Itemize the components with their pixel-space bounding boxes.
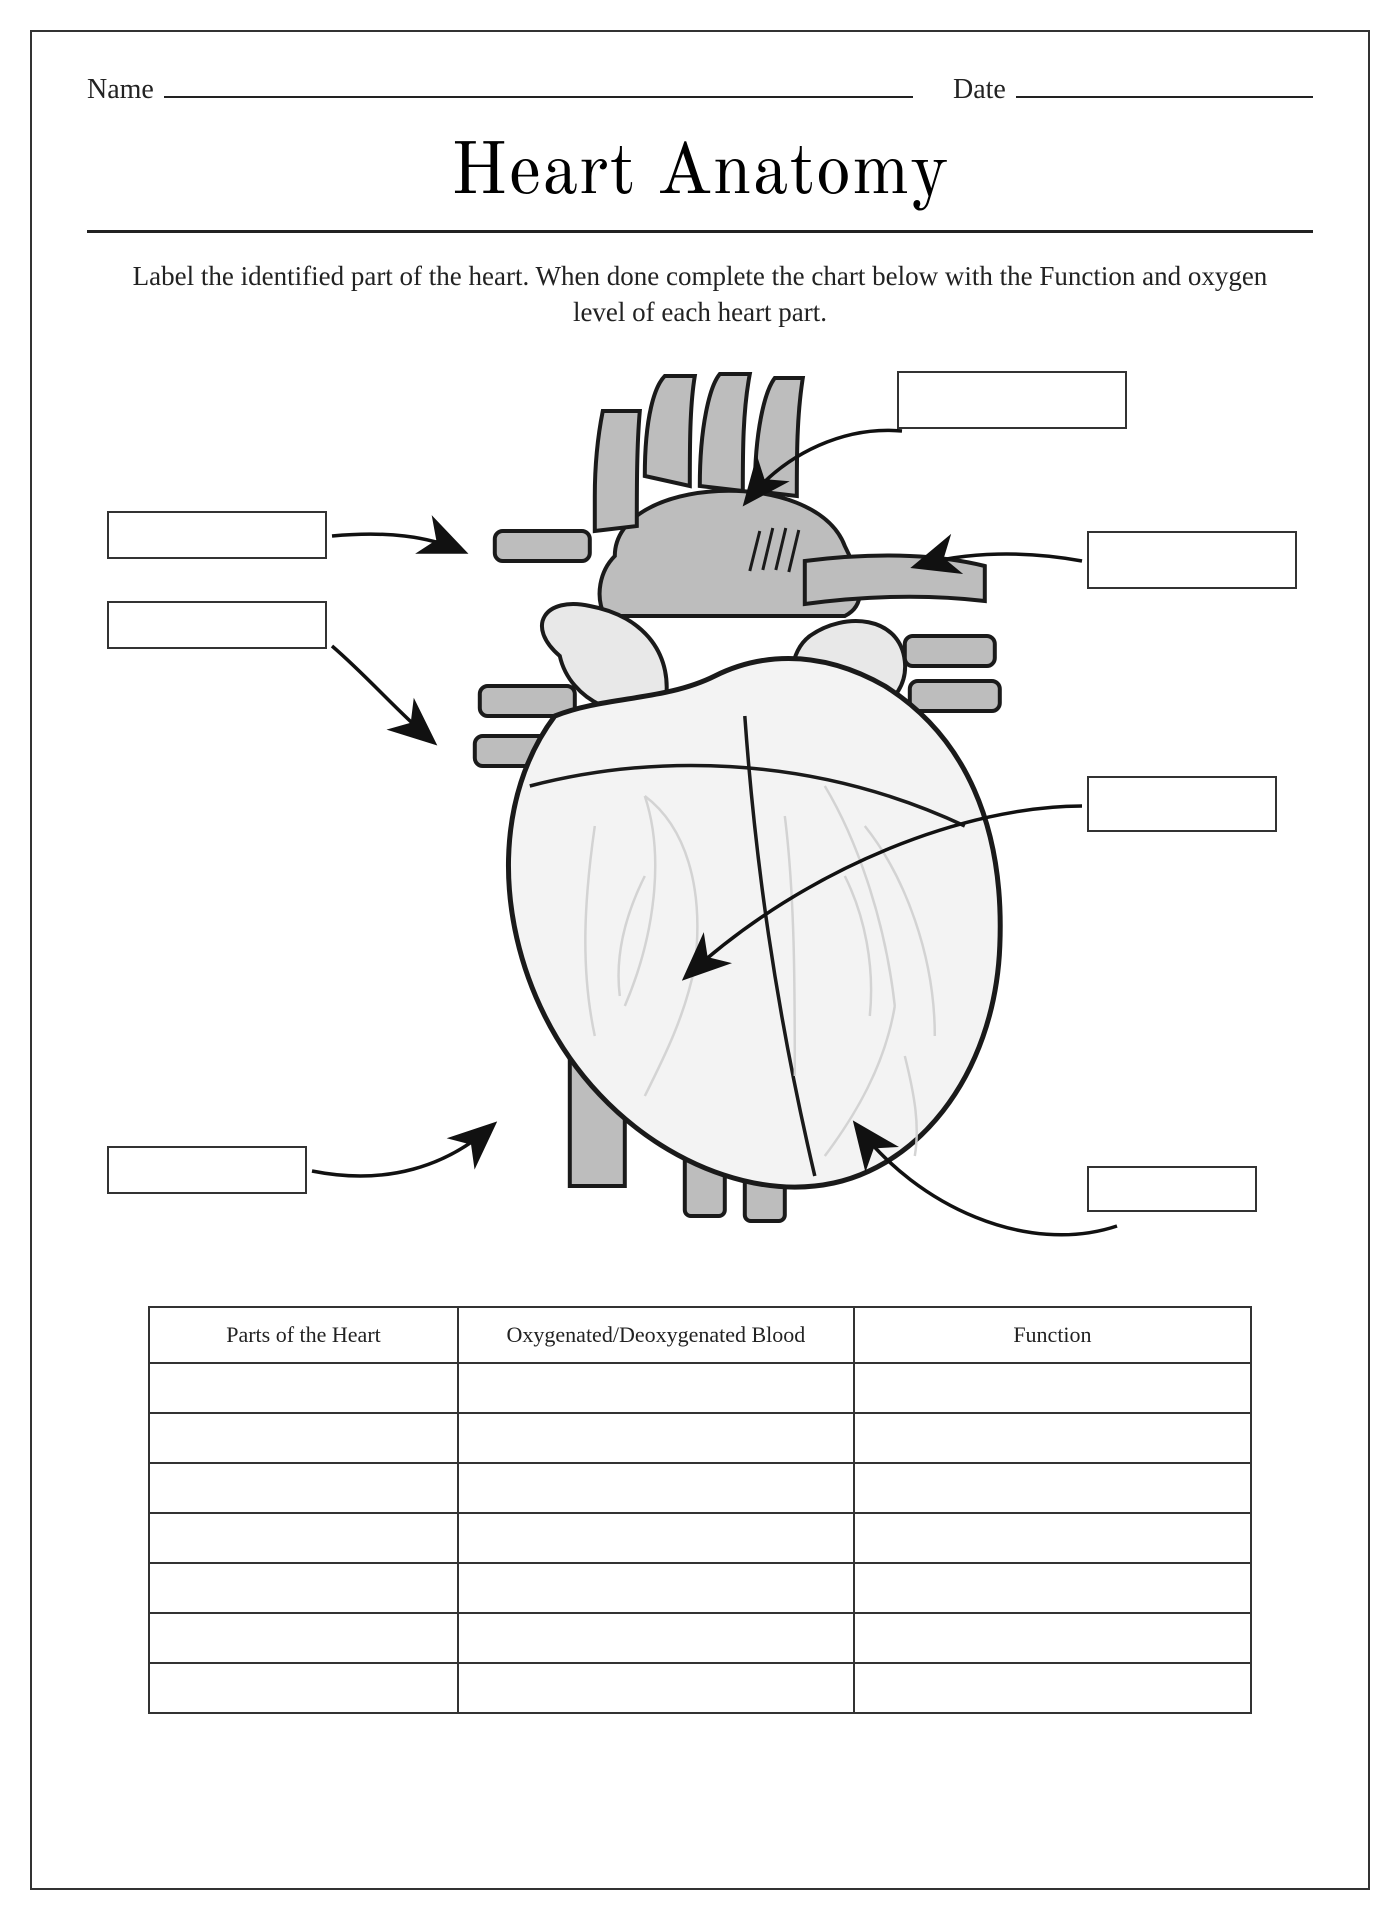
date-field[interactable]: Date xyxy=(953,67,1313,106)
table-row[interactable] xyxy=(149,1613,1250,1663)
table-cell[interactable] xyxy=(458,1613,855,1663)
table-cell[interactable] xyxy=(458,1413,855,1463)
table-cell[interactable] xyxy=(854,1413,1251,1463)
col-oxygen: Oxygenated/Deoxygenated Blood xyxy=(458,1307,855,1363)
heart-parts-table: Parts of the Heart Oxygenated/Deoxygenat… xyxy=(148,1306,1251,1714)
label-box[interactable] xyxy=(107,1146,307,1194)
instructions-text: Label the identified part of the heart. … xyxy=(110,258,1290,331)
table-row[interactable] xyxy=(149,1563,1250,1613)
table-cell[interactable] xyxy=(149,1613,457,1663)
table-row[interactable] xyxy=(149,1513,1250,1563)
label-box[interactable] xyxy=(1087,531,1297,589)
name-label: Name xyxy=(87,74,154,106)
table-cell[interactable] xyxy=(149,1363,457,1413)
table-cell[interactable] xyxy=(854,1463,1251,1513)
name-field[interactable]: Name xyxy=(87,67,913,106)
worksheet-page: Name Date Heart Anatomy Label the identi… xyxy=(0,0,1400,1920)
label-box[interactable] xyxy=(897,371,1127,429)
page-border: Name Date Heart Anatomy Label the identi… xyxy=(30,30,1370,1890)
table-row[interactable] xyxy=(149,1413,1250,1463)
heart-diagram-area xyxy=(87,356,1313,1296)
col-parts: Parts of the Heart xyxy=(149,1307,457,1363)
date-label: Date xyxy=(953,74,1006,106)
table-cell[interactable] xyxy=(458,1513,855,1563)
table-row[interactable] xyxy=(149,1363,1250,1413)
table-cell[interactable] xyxy=(854,1613,1251,1663)
label-box[interactable] xyxy=(1087,1166,1257,1212)
col-function: Function xyxy=(854,1307,1251,1363)
table-cell[interactable] xyxy=(149,1463,457,1513)
table-cell[interactable] xyxy=(458,1563,855,1613)
label-box[interactable] xyxy=(107,511,327,559)
label-box[interactable] xyxy=(1087,776,1277,832)
table-cell[interactable] xyxy=(458,1463,855,1513)
table-cell[interactable] xyxy=(458,1363,855,1413)
label-box[interactable] xyxy=(107,601,327,649)
header-fields: Name Date xyxy=(87,67,1313,106)
table-cell[interactable] xyxy=(854,1513,1251,1563)
table-cell[interactable] xyxy=(458,1663,855,1713)
table-cell[interactable] xyxy=(854,1363,1251,1413)
name-blank-line[interactable] xyxy=(164,67,913,98)
title-underline xyxy=(87,230,1313,233)
date-blank-line[interactable] xyxy=(1016,67,1313,98)
table-cell[interactable] xyxy=(149,1563,457,1613)
table-cell[interactable] xyxy=(854,1663,1251,1713)
table-header-row: Parts of the Heart Oxygenated/Deoxygenat… xyxy=(149,1307,1250,1363)
table-cell[interactable] xyxy=(149,1663,457,1713)
table-cell[interactable] xyxy=(854,1563,1251,1613)
table-row[interactable] xyxy=(149,1663,1250,1713)
table-row[interactable] xyxy=(149,1463,1250,1513)
worksheet-title: Heart Anatomy xyxy=(87,131,1313,220)
table-cell[interactable] xyxy=(149,1513,457,1563)
table-cell[interactable] xyxy=(149,1413,457,1463)
